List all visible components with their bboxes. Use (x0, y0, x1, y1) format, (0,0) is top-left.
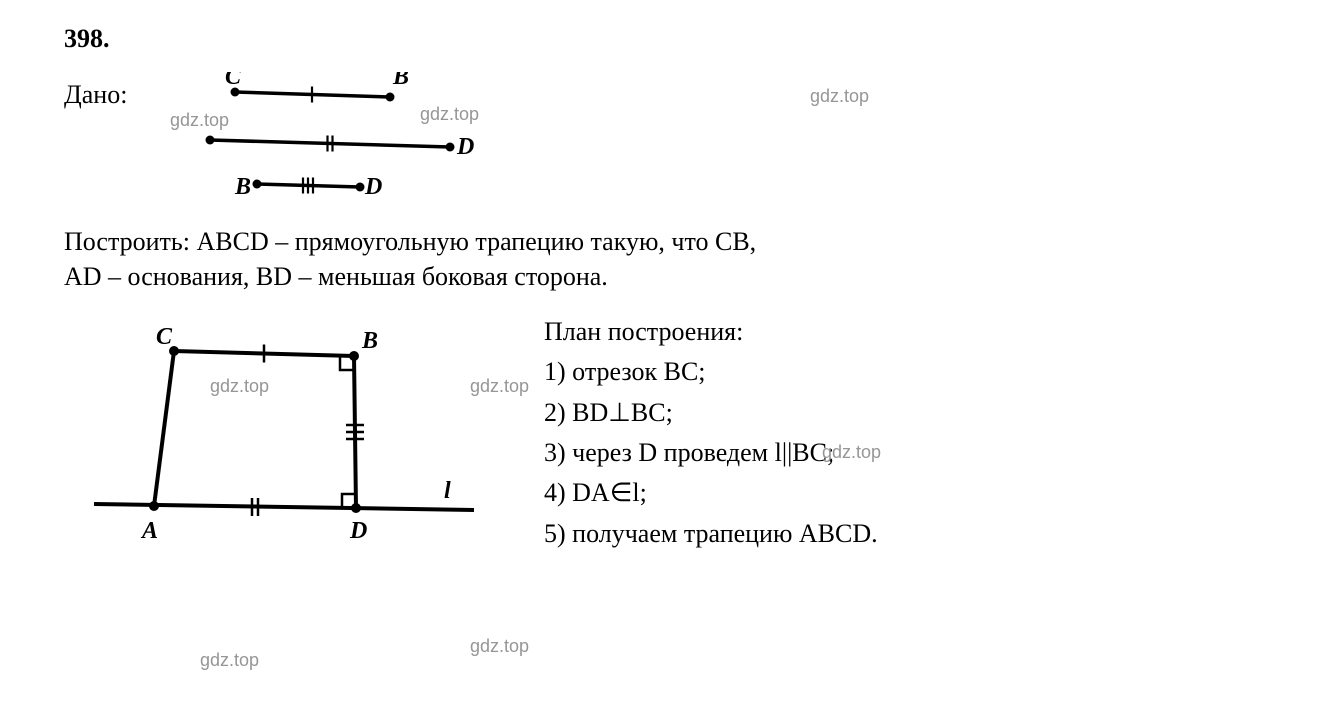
construction-diagram: C B A Dl (64, 306, 504, 566)
plan-item-3: 3) через D проведем l||BC; (544, 433, 878, 473)
given-diagrams: C B D B D (175, 72, 555, 212)
task-line-1: Построить: ABCD – прямоугольную трапецию… (64, 227, 756, 256)
svg-text:D: D (364, 174, 382, 200)
svg-text:A: A (140, 518, 158, 544)
construction-svg: C B A Dl (64, 306, 504, 566)
plan-item-4-text: 4) DA∈l; (544, 478, 647, 507)
svg-text:l: l (444, 478, 451, 504)
svg-text:B: B (361, 328, 378, 354)
given-segments-svg: C B D B D (175, 72, 555, 212)
plan-item-3-text: 3) через D проведем l||BC; (544, 438, 834, 467)
plan-item-5: 5) получаем трапецию ABCD. (544, 514, 878, 554)
svg-text:C: C (156, 324, 173, 350)
svg-text:C: C (225, 72, 242, 90)
problem-number: 398. (64, 24, 1265, 54)
task-text: Построить: ABCD – прямоугольную трапецию… (64, 224, 1265, 294)
plan-item-4: 4) DA∈l; (544, 473, 878, 513)
construction-row: C B A Dl План построения: 1) отрезок BC; 2)… (64, 306, 1265, 566)
plan-block: План построения: 1) отрезок BC; 2) BD⊥BC… (544, 306, 878, 554)
plan-item-2: 2) BD⊥BC; (544, 393, 878, 433)
watermark: gdz.top (200, 650, 259, 671)
given-label: Дано: (64, 72, 127, 110)
plan-title: План построения: (544, 312, 878, 352)
svg-text:D: D (349, 518, 367, 544)
svg-text:B: B (234, 174, 251, 200)
task-line-2: AD – основания, BD – меньшая боковая сто… (64, 262, 608, 291)
svg-text:D: D (456, 134, 474, 160)
plan-item-1: 1) отрезок BC; (544, 352, 878, 392)
svg-text:B: B (392, 72, 409, 90)
watermark: gdz.top (470, 636, 529, 657)
given-row: Дано: C B D B D (64, 72, 1265, 212)
